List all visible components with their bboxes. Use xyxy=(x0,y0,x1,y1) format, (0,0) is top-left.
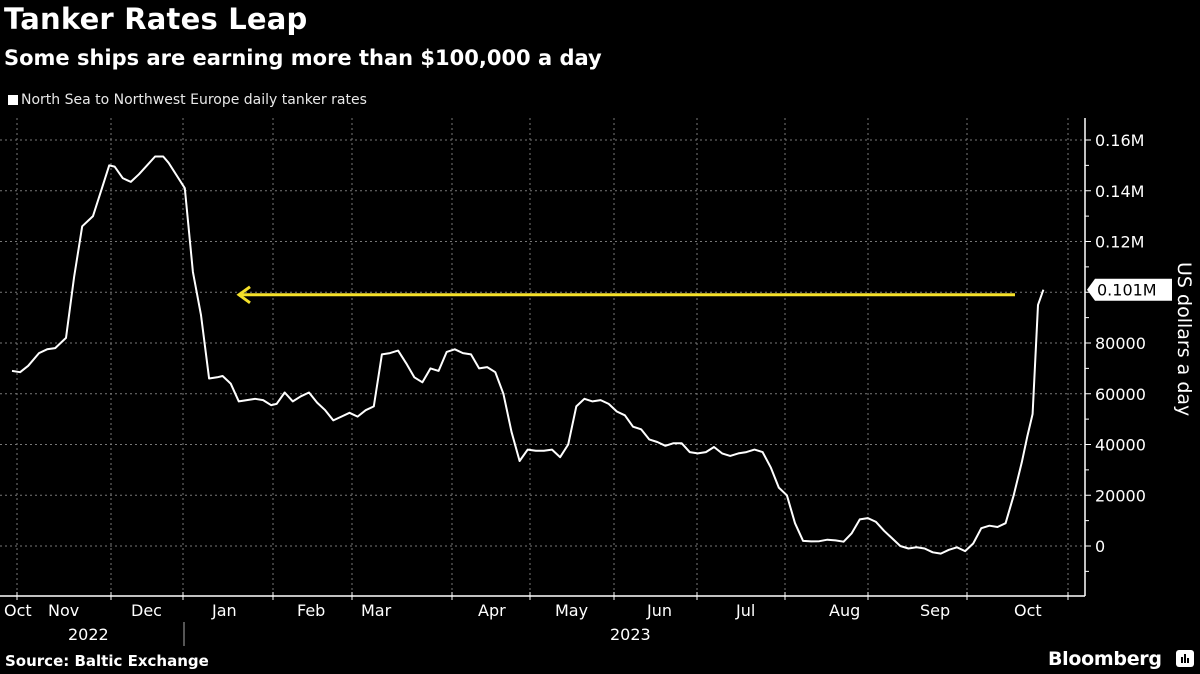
bloomberg-logo: Bloomberg xyxy=(1048,648,1162,670)
x-month-label: Feb xyxy=(297,601,325,620)
x-month-label: May xyxy=(555,601,588,620)
x-month-label: Sep xyxy=(920,601,950,620)
y-tick-label: 40000 xyxy=(1095,436,1146,455)
x-month-label: Apr xyxy=(478,601,506,620)
y-tick-label: 0.12M xyxy=(1095,233,1144,252)
annotation-layer: 0.101M xyxy=(236,278,1172,305)
legend-swatch-icon xyxy=(8,95,18,105)
y-tick-label: 0.16M xyxy=(1095,131,1144,150)
x-month-label: Nov xyxy=(48,601,79,620)
x-month-label: Oct xyxy=(1014,601,1042,620)
y-tick-label: 0.14M xyxy=(1095,182,1144,201)
axes xyxy=(0,118,1091,646)
last-value-tag-bg xyxy=(1087,278,1172,301)
annotation-arrow-head xyxy=(236,285,251,305)
last-value-tag: 0.101M xyxy=(1087,278,1172,301)
x-month-label: Jul xyxy=(735,601,755,620)
y-axis-labels: 0 20000 40000 60000 80000 0.12M 0.14M 0.16M xyxy=(1095,131,1146,556)
x-year-label: 2022 xyxy=(68,625,109,644)
y-tick-label: 0 xyxy=(1095,537,1105,556)
grid-lines xyxy=(0,118,1085,596)
chart-subtitle: Some ships are earning more than $100,00… xyxy=(4,46,602,70)
x-month-label: Dec xyxy=(131,601,162,620)
series-line xyxy=(11,155,1045,555)
x-axis-labels: Oct Nov Dec Jan Feb Mar Apr May Jun Jul Aug Sep Oct 2… xyxy=(4,601,1042,644)
chart-title: Tanker Rates Leap xyxy=(4,2,308,36)
series-layer xyxy=(11,155,1045,555)
last-value-label: 0.101M xyxy=(1097,281,1157,300)
source-note: Source: Baltic Exchange xyxy=(5,652,209,670)
x-month-label: Jan xyxy=(211,601,237,620)
x-month-label: Aug xyxy=(829,601,860,620)
bloomberg-chart-icon xyxy=(1176,650,1194,667)
y-tick-label: 20000 xyxy=(1095,486,1146,505)
legend: North Sea to Northwest Europe daily tank… xyxy=(8,92,367,108)
x-month-label: Jun xyxy=(646,601,672,620)
y-tick-label: 60000 xyxy=(1095,385,1146,404)
x-month-label: Oct xyxy=(4,601,32,620)
y-axis-title: US dollars a day xyxy=(1173,262,1195,416)
y-tick-label: 80000 xyxy=(1095,334,1146,353)
x-month-label: Mar xyxy=(361,601,392,620)
legend-label: North Sea to Northwest Europe daily tank… xyxy=(21,92,367,108)
x-year-label: 2023 xyxy=(610,625,651,644)
